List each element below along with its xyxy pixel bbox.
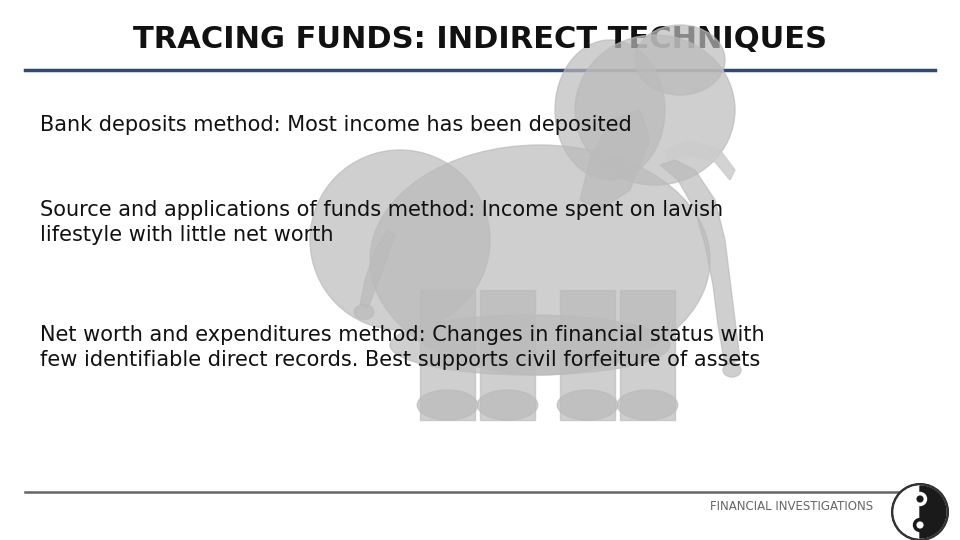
Circle shape [917,496,923,502]
Polygon shape [660,160,740,365]
Ellipse shape [354,305,374,320]
Bar [620,290,675,420]
Circle shape [914,492,926,505]
Ellipse shape [477,390,538,420]
Circle shape [894,486,946,538]
Polygon shape [580,110,650,210]
Text: few identifiable direct records. Best supports civil forfeiture of assets: few identifiable direct records. Best su… [40,350,760,370]
Text: Bank deposits method: Most income has been deposited: Bank deposits method: Most income has be… [40,115,632,135]
Text: Source and applications of funds method: Income spent on lavish: Source and applications of funds method:… [40,200,723,220]
Ellipse shape [557,390,617,420]
Circle shape [892,484,948,540]
Ellipse shape [575,35,735,185]
Text: lifestyle with little net worth: lifestyle with little net worth [40,225,333,245]
Ellipse shape [370,145,710,375]
Bar [420,290,475,420]
Ellipse shape [390,315,670,375]
Circle shape [914,518,926,531]
Polygon shape [665,140,735,180]
Polygon shape [920,486,946,538]
Bar [560,290,615,420]
Ellipse shape [418,390,478,420]
Circle shape [917,522,923,528]
Ellipse shape [555,40,665,180]
Ellipse shape [310,150,490,330]
Ellipse shape [617,390,678,420]
Bar [480,290,535,420]
Ellipse shape [723,363,741,377]
Ellipse shape [635,25,725,95]
Text: FINANCIAL INVESTIGATIONS: FINANCIAL INVESTIGATIONS [710,500,874,512]
Polygon shape [360,230,395,308]
Text: Net worth and expenditures method: Changes in financial status with: Net worth and expenditures method: Chang… [40,325,764,345]
Text: TRACING FUNDS: INDIRECT TECHNIQUES: TRACING FUNDS: INDIRECT TECHNIQUES [133,25,827,55]
